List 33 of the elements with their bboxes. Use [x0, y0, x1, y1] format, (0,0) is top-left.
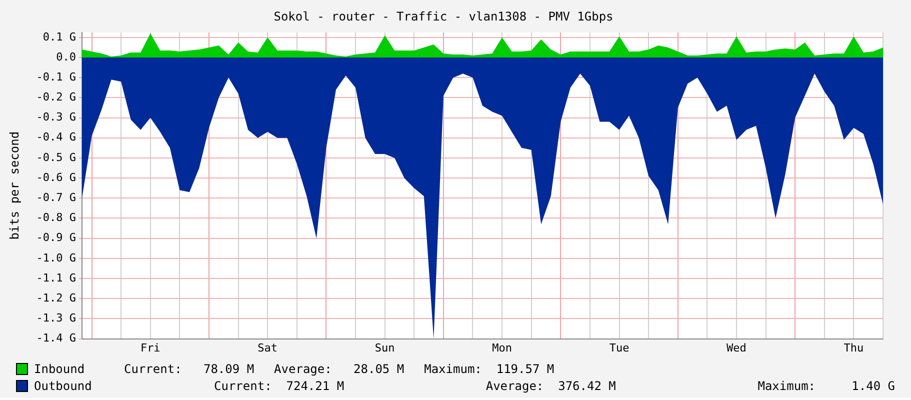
- y-tick-label: -0.2 G: [36, 90, 76, 104]
- y-tick-label: -0.8 G: [36, 211, 76, 224]
- y-tick-label: -0.6 G: [36, 170, 76, 184]
- x-tick-label: Thu: [844, 341, 864, 354]
- x-tick-label: Sat: [258, 341, 278, 354]
- x-tick-label: Fri: [140, 341, 160, 354]
- y-tick-label: -1.4 G: [36, 332, 76, 345]
- y-tick-label: -0.9 G: [36, 231, 76, 244]
- y-tick-label: -0.4 G: [36, 130, 76, 144]
- text: Maximum: 1.40 G: [758, 378, 895, 392]
- text: Current: 724.21 M: [214, 378, 344, 392]
- y-tick-label: -1.0 G: [36, 251, 76, 264]
- y-tick-label: -1.1 G: [36, 271, 76, 284]
- x-tick-label: Sun: [374, 341, 395, 354]
- legend-label: Outbound: [34, 378, 93, 392]
- x-tick-label: Wed: [726, 341, 746, 354]
- y-tick-label: 0.0: [56, 50, 76, 64]
- y-tick-label: -0.3 G: [36, 110, 76, 124]
- y-tick-label: -0.5 G: [36, 150, 76, 164]
- y-tick-label: -1.2 G: [36, 291, 76, 304]
- chart-title: Sokol - router - Traffic - vlan1308 - PMV 1Gbps: [274, 9, 614, 24]
- text: Average: 28.05 M: [274, 362, 404, 376]
- text: Maximum: 119.57 M: [424, 362, 554, 376]
- text: Average: 376.42 M: [486, 378, 616, 392]
- x-tick-label: Mon: [492, 341, 512, 354]
- y-tick-label: -0.1 G: [36, 70, 76, 84]
- legend-label: Inbound: [34, 362, 86, 376]
- y-axis-title: bits per second: [7, 131, 22, 240]
- x-tick-label: Tue: [609, 341, 630, 354]
- y-tick-label: -0.7 G: [36, 191, 76, 204]
- y-tick-label: -1.3 G: [36, 312, 76, 325]
- y-tick-label: 0.1 G: [42, 30, 76, 44]
- text: Current: 78.09 M: [124, 362, 254, 376]
